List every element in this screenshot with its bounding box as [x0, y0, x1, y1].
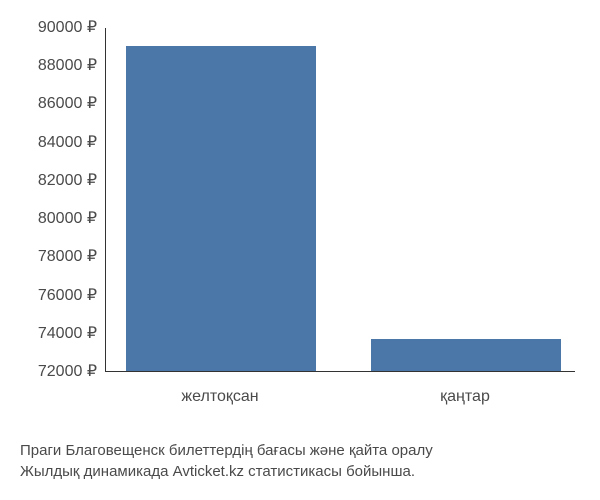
y-tick: 84000 ₽ [10, 135, 105, 151]
y-axis: 90000 ₽ 88000 ₽ 86000 ₽ 84000 ₽ 82000 ₽ … [10, 20, 105, 380]
x-tick: желтоқсан [181, 388, 258, 406]
x-axis: желтоқсан қаңтар [105, 380, 575, 410]
y-tick: 72000 ₽ [10, 364, 105, 380]
y-tick: 78000 ₽ [10, 249, 105, 265]
y-tick: 80000 ₽ [10, 211, 105, 227]
y-tick: 74000 ₽ [10, 326, 105, 342]
x-tick: қаңтар [440, 388, 490, 406]
chart-caption: Праги Благовещенск билеттердің бағасы жә… [10, 440, 580, 482]
chart-container: 90000 ₽ 88000 ₽ 86000 ₽ 84000 ₽ 82000 ₽ … [10, 20, 580, 420]
caption-line1: Праги Благовещенск билеттердің бағасы жә… [20, 440, 580, 461]
y-tick: 88000 ₽ [10, 58, 105, 74]
plot-area [105, 28, 575, 372]
y-tick: 90000 ₽ [10, 20, 105, 36]
bar-jan [371, 339, 561, 371]
y-tick: 82000 ₽ [10, 173, 105, 189]
caption-line2: Жылдық динамикада Avticket.kz статистика… [20, 461, 580, 482]
y-tick: 86000 ₽ [10, 96, 105, 112]
bar-dec [126, 46, 316, 371]
y-tick: 76000 ₽ [10, 288, 105, 304]
